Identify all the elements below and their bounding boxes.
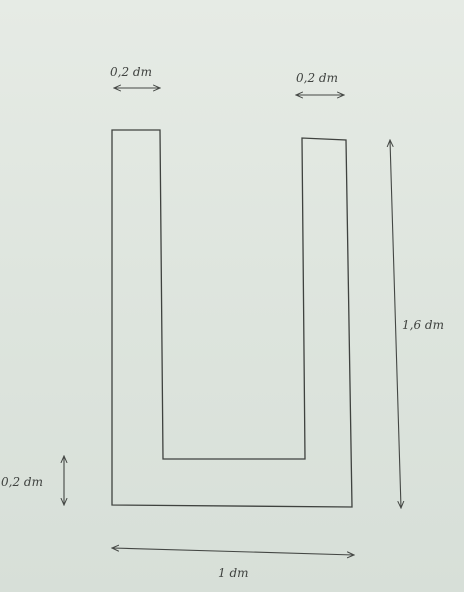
total-width-arrow bbox=[112, 548, 354, 555]
bottom-thickness-label: 0,2 dm bbox=[1, 475, 43, 489]
top-left-width-label: 0,2 dm bbox=[110, 65, 152, 79]
height-label: 1,6 dm bbox=[402, 318, 444, 332]
u-shape-outline bbox=[111, 129, 353, 508]
top-right-width-label: 0,2 dm bbox=[296, 71, 338, 85]
height-arrow bbox=[390, 140, 401, 508]
total-width-label: 1 dm bbox=[218, 566, 249, 580]
